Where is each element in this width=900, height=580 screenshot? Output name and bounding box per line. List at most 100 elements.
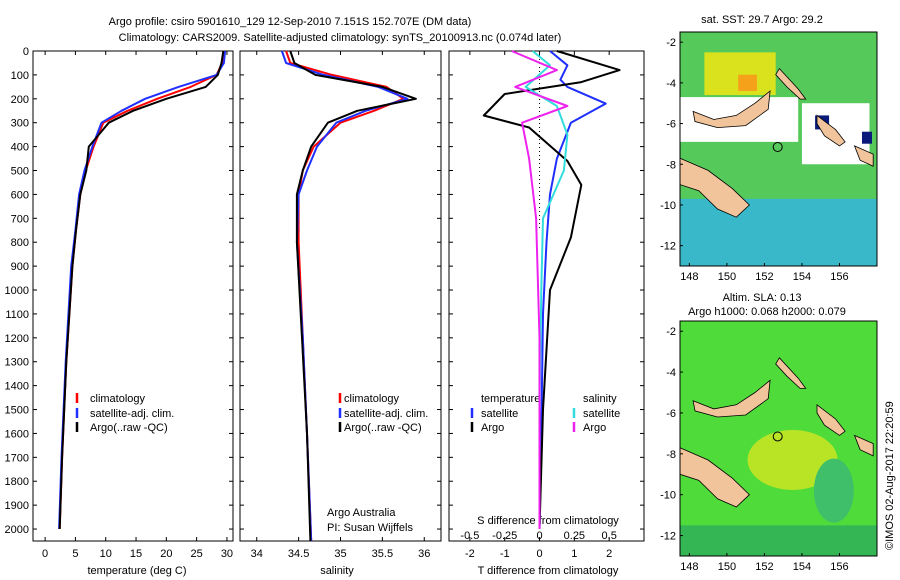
map-lat-tick-label: -6 [666,119,676,131]
y-tick-label: 100 [11,70,29,82]
map-lon-tick-label: 148 [680,271,698,283]
t-difference-axis-label: T difference from climatology [478,565,619,577]
s-diff-tick-label: 0.5 [602,530,617,542]
sla-map: 148 150 152 154 156 -2 -4 -6 -8 -10 -12 [660,320,878,573]
x-tick-label: 20 [160,548,172,560]
series-line-satellite [524,50,569,529]
legend-t-argo-label: Argo [481,422,504,434]
sst-map-title: sat. SST: 29.7 Argo: 29.2 [701,14,823,26]
x-tick-label: -1 [500,548,510,560]
x-tick-label: 1 [571,548,577,560]
plot-frame [32,50,234,542]
map-lon-tick-label: 152 [755,271,773,283]
map-lon-tick-label: 154 [793,271,811,283]
y-tick-label: 1000 [5,285,29,297]
missing-data-square [861,131,872,144]
map-lat-tick-label: -12 [660,531,676,543]
map-lat-tick-label: -8 [666,159,676,171]
legend-satellite-label: satellite-adj. clim. [344,408,428,420]
x-tick-label: 35.5 [372,548,393,560]
y-tick-label: 0 [23,46,29,58]
map-lat-tick-label: -12 [660,241,676,253]
legend-climatology-label: climatology [344,393,400,405]
x-tick-label: 34.5 [288,548,309,560]
salinity-axis-label: salinity [320,565,354,577]
y-tick-label: 800 [11,237,29,249]
imos-stamp: ©IMOS 02-Aug-2017 22:20:59 [884,401,896,550]
x-tick-label: 15 [130,548,142,560]
y-tick-label: 300 [11,118,29,130]
s-diff-tick-label: -0.5 [460,530,479,542]
map-lat-tick-label: -10 [660,490,676,502]
bougainville-land [816,403,846,436]
legend-argo-label: Argo(..raw -QC) [344,422,422,434]
map-lon-tick-label: 150 [718,271,736,283]
series-line-climatology [285,50,405,542]
map-lon-tick-label: 154 [793,561,811,573]
hot-sst-patch [738,74,757,92]
map-frame [679,320,878,557]
difference-legend: temperature satellite Argo salinity sate… [470,393,620,434]
map-lat-tick-label: -10 [660,200,676,212]
map-lon-tick-label: 156 [830,561,848,573]
sla-map-title-line2: Argo h1000: 0.068 h2000: 0.079 [688,306,846,318]
profile-panel-1: 34 34.5 35 35.5 36 [239,50,442,560]
pi-text: PI: Susan Wijffels [327,522,413,534]
new-guinea-land [679,447,750,508]
cool-sst-patch [680,198,877,266]
series-line-climatology [58,50,225,530]
x-tick-label: 2 [606,548,612,560]
map-lat-tick-label: -2 [666,37,676,49]
x-tick-label: 30 [221,548,233,560]
figure-title-line1: Argo profile: csiro 5901610_129 12-Sep-2… [109,16,472,28]
x-tick-label: 5 [72,548,78,560]
map-lon-tick-label: 152 [755,561,773,573]
map-lat-tick-label: -4 [666,78,676,90]
y-tick-label: 1300 [5,357,29,369]
new-guinea-land [679,157,750,218]
map-frame [679,31,878,267]
legend-s-argo-label: Argo [583,422,606,434]
y-tick-label: 200 [11,94,29,106]
legend-salinity-heading: salinity [583,393,617,405]
new-ireland-land [775,67,807,100]
solomon-island-land [853,145,874,167]
series-line-argo-raw-qc- [58,50,225,530]
temperature-axis-label: temperature (deg C) [87,565,186,577]
temperature-legend: climatology satellite-adj. clim. Argo(..… [75,393,174,434]
y-tick-label: 1400 [5,381,29,393]
x-tick-label: -2 [465,548,475,560]
y-tick-label: 1700 [5,452,29,464]
s-diff-tick-label: -0.25 [492,530,517,542]
map-lon-tick-label: 156 [830,271,848,283]
y-tick-label: 1100 [5,309,29,321]
legend-climatology-label: climatology [90,393,146,405]
sla-south-band [680,525,877,556]
float-location-marker [772,141,783,152]
y-tick-label: 700 [11,213,29,225]
legend-argo-label: Argo(..raw -QC) [90,422,168,434]
x-tick-label: 36 [418,548,430,560]
s-difference-axis-label: S difference from climatology [477,515,619,527]
x-tick-label: 34 [251,548,263,560]
legend-s-satellite-label: satellite [583,408,620,420]
x-tick-label: 35 [334,548,346,560]
float-location-marker [772,431,783,442]
s-diff-tick-label: 0 [536,530,542,542]
y-tick-label: 1200 [5,333,29,345]
new-ireland-land [775,357,807,389]
map-lat-tick-label: -8 [666,449,676,461]
y-tick-label: 1800 [5,476,29,488]
x-tick-label: 0 [42,548,48,560]
sla-map-title-line1: Altim. SLA: 0.13 [723,292,802,304]
y-tick-label: 600 [11,189,29,201]
series-line-argo [511,50,569,529]
new-britain-land [692,379,771,418]
series-line-satellite [538,50,607,530]
credit-text: Argo Australia [327,507,396,519]
map-lat-tick-label: -6 [666,408,676,420]
salinity-legend: climatology satellite-adj. clim. Argo(..… [338,393,428,434]
series-line-argo [482,50,621,530]
map-lon-tick-label: 150 [718,561,736,573]
